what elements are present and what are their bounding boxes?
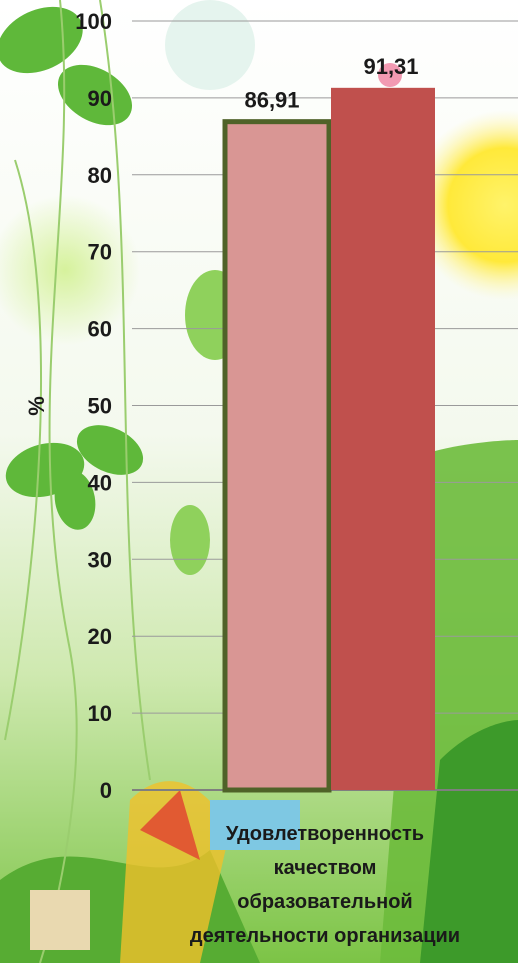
bar-series-1 — [222, 119, 332, 793]
data-label-series-2: 91,31 — [363, 54, 418, 79]
y-tick-label: 90 — [88, 86, 112, 111]
y-tick-label: 20 — [88, 624, 112, 649]
bars — [222, 87, 435, 793]
y-axis-ticks: 0 10 20 30 40 50 60 70 80 90 100 — [75, 9, 112, 803]
gridlines — [132, 20, 518, 714]
category-label-line: деятельности организации — [190, 925, 460, 947]
y-tick-label: 60 — [88, 317, 112, 342]
y-tick-label: 70 — [88, 240, 112, 265]
y-tick-label: 10 — [88, 701, 112, 726]
category-label: Удовлетворенность качеством образовательно… — [190, 823, 460, 947]
data-labels: 86,91 91,31 — [244, 54, 418, 113]
y-tick-label: 80 — [88, 163, 112, 188]
y-tick-label: 100 — [75, 9, 112, 34]
y-tick-label: 50 — [88, 394, 112, 419]
y-tick-label: 0 — [100, 778, 112, 803]
y-tick-label: 40 — [88, 470, 112, 495]
category-label-line: качеством — [274, 857, 377, 879]
bar-series-2 — [331, 87, 435, 790]
category-label-line: образовательной — [237, 891, 412, 913]
category-label-line: Удовлетворенность — [226, 823, 424, 845]
data-label-series-1: 86,91 — [244, 88, 299, 113]
y-axis-label: % — [24, 396, 49, 416]
y-tick-label: 30 — [88, 547, 112, 572]
